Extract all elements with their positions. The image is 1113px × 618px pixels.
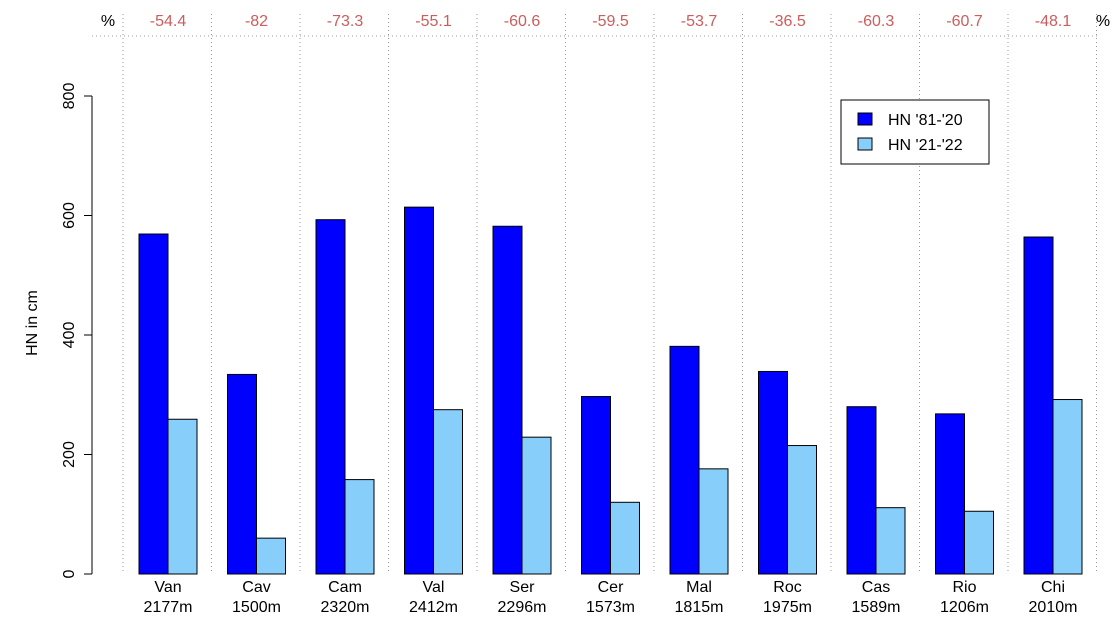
bar-series-2-mal xyxy=(698,468,729,575)
percent-change-chi: -48.1 xyxy=(1035,13,1072,30)
bar-series-1-cas xyxy=(846,406,877,575)
bar-series-1-roc xyxy=(758,370,788,575)
category-label-van: Van xyxy=(154,579,181,596)
x-axis-labels: Van 2177m Cav 1500m Cam 2320m Val 2412m Ser 2296m… xyxy=(144,579,1078,616)
legend: HN '81-'20 HN '21-'22 xyxy=(840,99,990,165)
bar-series-1-val xyxy=(404,206,434,575)
percent-label-left: % xyxy=(101,13,115,30)
category-label-cas: Cas xyxy=(862,579,890,596)
bar-series-1-cam xyxy=(315,219,346,575)
elevation-label-ser: 2296m xyxy=(498,599,547,616)
percent-change-labels: -54.4 -82 -73.3 -55.1 -60.6 -59.5 -53.7 -36.5 -6… xyxy=(150,13,1072,30)
legend-swatch-series-1 xyxy=(857,112,873,126)
y-axis: 0 200 400 600 800 xyxy=(61,83,93,578)
bar-series-2-cer xyxy=(610,501,640,575)
bar-series-2-cam xyxy=(344,479,375,575)
group-separators xyxy=(122,14,1097,574)
y-tick-label: 200 xyxy=(61,441,78,468)
y-tick-label: 0 xyxy=(61,569,78,578)
y-tick-label: 400 xyxy=(61,322,78,349)
category-label-cer: Cer xyxy=(598,579,624,596)
y-tick-label: 800 xyxy=(61,83,78,110)
percent-change-cav: -82 xyxy=(245,13,268,30)
elevation-label-cer: 1573m xyxy=(586,599,635,616)
bar-series-2-van xyxy=(167,418,198,575)
percent-change-cer: -59.5 xyxy=(592,13,629,30)
bars xyxy=(138,206,1083,575)
legend-swatch-series-2 xyxy=(857,137,873,151)
category-label-cav: Cav xyxy=(242,579,270,596)
percent-label-right: % xyxy=(1096,13,1110,30)
percent-change-roc: -36.5 xyxy=(769,13,806,30)
bar-series-2-roc xyxy=(787,445,817,575)
elevation-label-roc: 1975m xyxy=(763,599,812,616)
category-label-rio: Rio xyxy=(952,579,976,596)
category-label-cam: Cam xyxy=(328,579,362,596)
category-label-roc: Roc xyxy=(773,579,801,596)
bar-series-1-van xyxy=(138,233,169,575)
percent-change-rio: -60.7 xyxy=(946,13,983,30)
legend-label-series-1: HN '81-'20 xyxy=(888,112,963,129)
bar-series-2-chi xyxy=(1052,399,1083,575)
percent-change-van: -54.4 xyxy=(150,13,187,30)
bar-series-2-rio xyxy=(964,510,994,575)
bar-series-2-cas xyxy=(875,507,906,575)
elevation-label-van: 2177m xyxy=(144,599,193,616)
bar-series-1-mal xyxy=(669,345,700,575)
elevation-label-cav: 1500m xyxy=(232,599,281,616)
bar-series-1-ser xyxy=(492,225,523,575)
category-label-chi: Chi xyxy=(1041,579,1065,596)
elevation-label-val: 2412m xyxy=(409,599,458,616)
category-label-val: Val xyxy=(423,579,445,596)
legend-box xyxy=(840,99,990,165)
bar-series-1-cav xyxy=(227,373,257,575)
category-label-ser: Ser xyxy=(510,579,536,596)
y-tick-label: 600 xyxy=(61,202,78,229)
elevation-label-mal: 1815m xyxy=(675,599,724,616)
y-axis-label: HN in cm xyxy=(24,290,41,356)
bar-series-2-val xyxy=(433,409,463,575)
percent-change-cam: -73.3 xyxy=(327,13,364,30)
elevation-label-cam: 2320m xyxy=(321,599,370,616)
elevation-label-chi: 2010m xyxy=(1029,599,1078,616)
elevation-label-cas: 1589m xyxy=(852,599,901,616)
percent-change-mal: -53.7 xyxy=(681,13,718,30)
legend-label-series-2: HN '21-'22 xyxy=(888,137,963,154)
bar-series-2-ser xyxy=(521,436,552,575)
bar-series-1-cer xyxy=(581,396,611,575)
percent-change-val: -55.1 xyxy=(415,13,452,30)
elevation-label-rio: 1206m xyxy=(940,599,989,616)
bar-series-1-chi xyxy=(1023,236,1054,575)
category-label-mal: Mal xyxy=(686,579,712,596)
bar-series-1-rio xyxy=(935,413,965,575)
percent-change-cas: -60.3 xyxy=(858,13,895,30)
bar-series-2-cav xyxy=(256,537,286,575)
percent-change-ser: -60.6 xyxy=(504,13,541,30)
